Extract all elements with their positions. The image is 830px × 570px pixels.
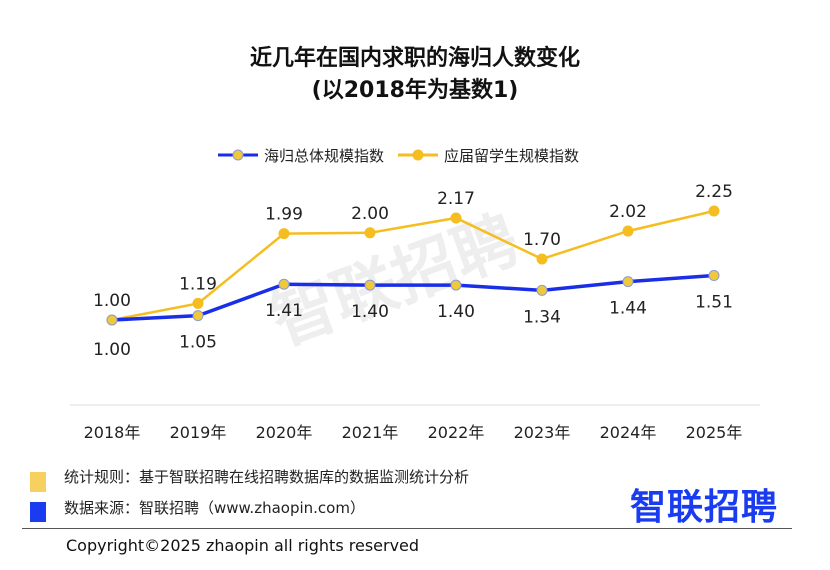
x-tick-label: 2023年 (514, 423, 571, 442)
legend-marker (232, 149, 244, 161)
chart-subtitle: (以2018年为基数1) (311, 78, 519, 103)
note-source: 数据来源：智联招聘（www.zhaopin.com） (64, 499, 365, 517)
chart-title: 近几年在国内求职的海归人数变化 (249, 46, 580, 71)
x-tick-label: 2024年 (600, 423, 657, 442)
data-point (192, 297, 204, 309)
data-point (622, 276, 634, 288)
data-label: 2.00 (351, 204, 389, 224)
data-label: 1.41 (265, 301, 303, 321)
data-label: 1.05 (179, 333, 217, 353)
data-point (106, 314, 118, 326)
x-tick-label: 2019年 (170, 423, 227, 442)
data-point (278, 228, 290, 240)
data-label: 2.25 (695, 182, 733, 202)
x-tick-label: 2021年 (342, 423, 399, 442)
legend-marker (412, 149, 424, 161)
zhaopin-logo: 智联招聘 (630, 487, 779, 528)
note-rule: 统计规则：基于智联招聘在线招聘数据库的数据监测统计分析 (64, 468, 470, 486)
note-swatch-blue (30, 502, 46, 522)
data-point (192, 310, 204, 322)
series-line (111, 209, 715, 322)
divider (22, 528, 792, 529)
data-point (536, 284, 548, 296)
data-label: 1.40 (351, 302, 389, 322)
data-point (364, 227, 376, 239)
data-label: 2.02 (609, 202, 647, 222)
x-tick-label: 2025年 (686, 423, 743, 442)
series-line (111, 273, 715, 322)
data-point (708, 270, 720, 282)
data-label: 1.51 (695, 293, 733, 313)
data-point (364, 279, 376, 291)
legend-label: 海归总体规模指数 (264, 147, 384, 165)
legend-label: 应届留学生规模指数 (444, 147, 579, 165)
data-label: 1.19 (179, 274, 217, 294)
data-label: 1.00 (93, 340, 131, 360)
data-label: 1.40 (437, 302, 475, 322)
data-point (708, 205, 720, 217)
line-chart: 2018年 2019年 2020年 2021年 2022年 2023年 2024年 2025年… (70, 147, 760, 442)
note-swatch-yellow (30, 472, 46, 492)
data-point (450, 212, 462, 224)
copyright: Copyright©2025 zhaopin all rights reserv… (66, 536, 420, 555)
data-point (622, 225, 634, 237)
x-tick-label: 2020年 (256, 423, 313, 442)
data-label: 1.70 (523, 230, 561, 250)
data-label: 1.00 (93, 291, 131, 311)
data-point (450, 279, 462, 291)
data-label: 2.17 (437, 189, 475, 209)
data-label: 1.44 (609, 299, 647, 319)
x-tick-label: 2018年 (84, 423, 141, 442)
data-label: 1.99 (265, 205, 303, 225)
data-point (536, 253, 548, 265)
data-label: 1.34 (523, 307, 561, 327)
x-tick-label: 2022年 (428, 423, 485, 442)
data-point (278, 278, 290, 290)
